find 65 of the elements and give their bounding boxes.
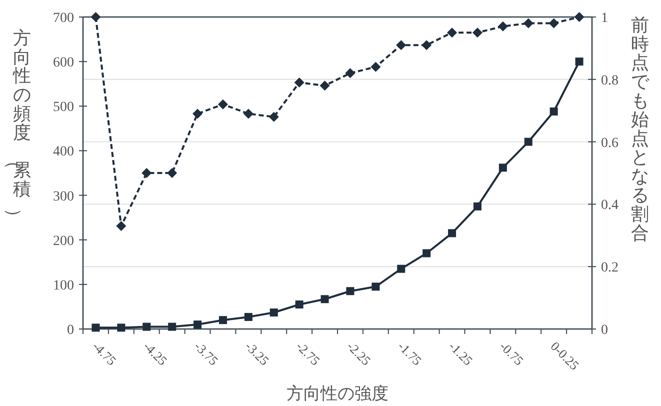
point	[192, 108, 203, 119]
point	[167, 168, 178, 178]
x-tick-label: -2.25	[344, 338, 374, 368]
y-tick-label: 100	[53, 278, 74, 294]
y-tick-label: 600	[53, 56, 74, 71]
y2-tick-label: 0.2	[601, 260, 618, 276]
point	[218, 316, 227, 324]
point	[396, 40, 406, 50]
point	[346, 287, 354, 296]
point	[92, 324, 100, 332]
y2-tick-label: 0.8	[601, 73, 618, 88]
point	[194, 320, 202, 329]
point	[550, 107, 558, 116]
y2-tick-label: 1	[601, 11, 608, 26]
x-tick-label: -1.25	[446, 338, 476, 368]
point	[320, 295, 329, 304]
x-tick-label: -4.75	[90, 338, 120, 368]
point	[422, 40, 432, 50]
point	[270, 308, 278, 317]
point	[498, 164, 507, 172]
point	[422, 249, 431, 258]
y-tick-label: 0	[67, 323, 74, 338]
point	[472, 28, 482, 38]
point	[244, 312, 252, 321]
point	[168, 322, 176, 331]
text: 前時点でも始点となる割合	[631, 14, 649, 243]
point	[548, 18, 559, 28]
y-tick-label: 300	[53, 189, 74, 204]
point	[116, 221, 126, 232]
x-tick-label: -1.75	[395, 338, 425, 368]
point	[243, 108, 254, 119]
point	[370, 62, 381, 72]
x-tick-label: -3.75	[191, 338, 222, 368]
x-tick-label: -2.75	[293, 338, 323, 368]
y-tick-label: 400	[53, 144, 74, 160]
y-tick-label: 200	[53, 234, 74, 249]
point	[90, 12, 101, 22]
x-tick-label: -0.75	[496, 338, 527, 368]
point	[142, 168, 152, 178]
y-tick-label: 500	[53, 100, 74, 116]
point	[320, 80, 330, 91]
point	[575, 58, 584, 66]
point	[498, 21, 508, 32]
x-tick-label: -4.25	[140, 338, 170, 368]
x-axis-title: 方向性の強度	[286, 384, 388, 403]
point	[294, 78, 304, 88]
point	[117, 324, 126, 332]
y2-tick-label: 0.4	[601, 198, 618, 214]
point	[524, 138, 532, 146]
x-tick-label: -3.25	[242, 338, 272, 368]
point	[574, 12, 584, 22]
point	[372, 282, 380, 291]
point	[473, 202, 482, 210]
point	[345, 68, 356, 78]
y2-tick-label: 0.6	[601, 136, 618, 151]
point	[268, 112, 279, 122]
point	[142, 322, 151, 331]
y2-tick-label: 0	[601, 323, 608, 338]
point	[448, 229, 456, 238]
point	[523, 18, 534, 28]
y-tick-label: 700	[53, 11, 74, 26]
point	[218, 99, 228, 110]
point	[295, 300, 304, 308]
point	[397, 264, 406, 273]
point	[447, 28, 458, 38]
